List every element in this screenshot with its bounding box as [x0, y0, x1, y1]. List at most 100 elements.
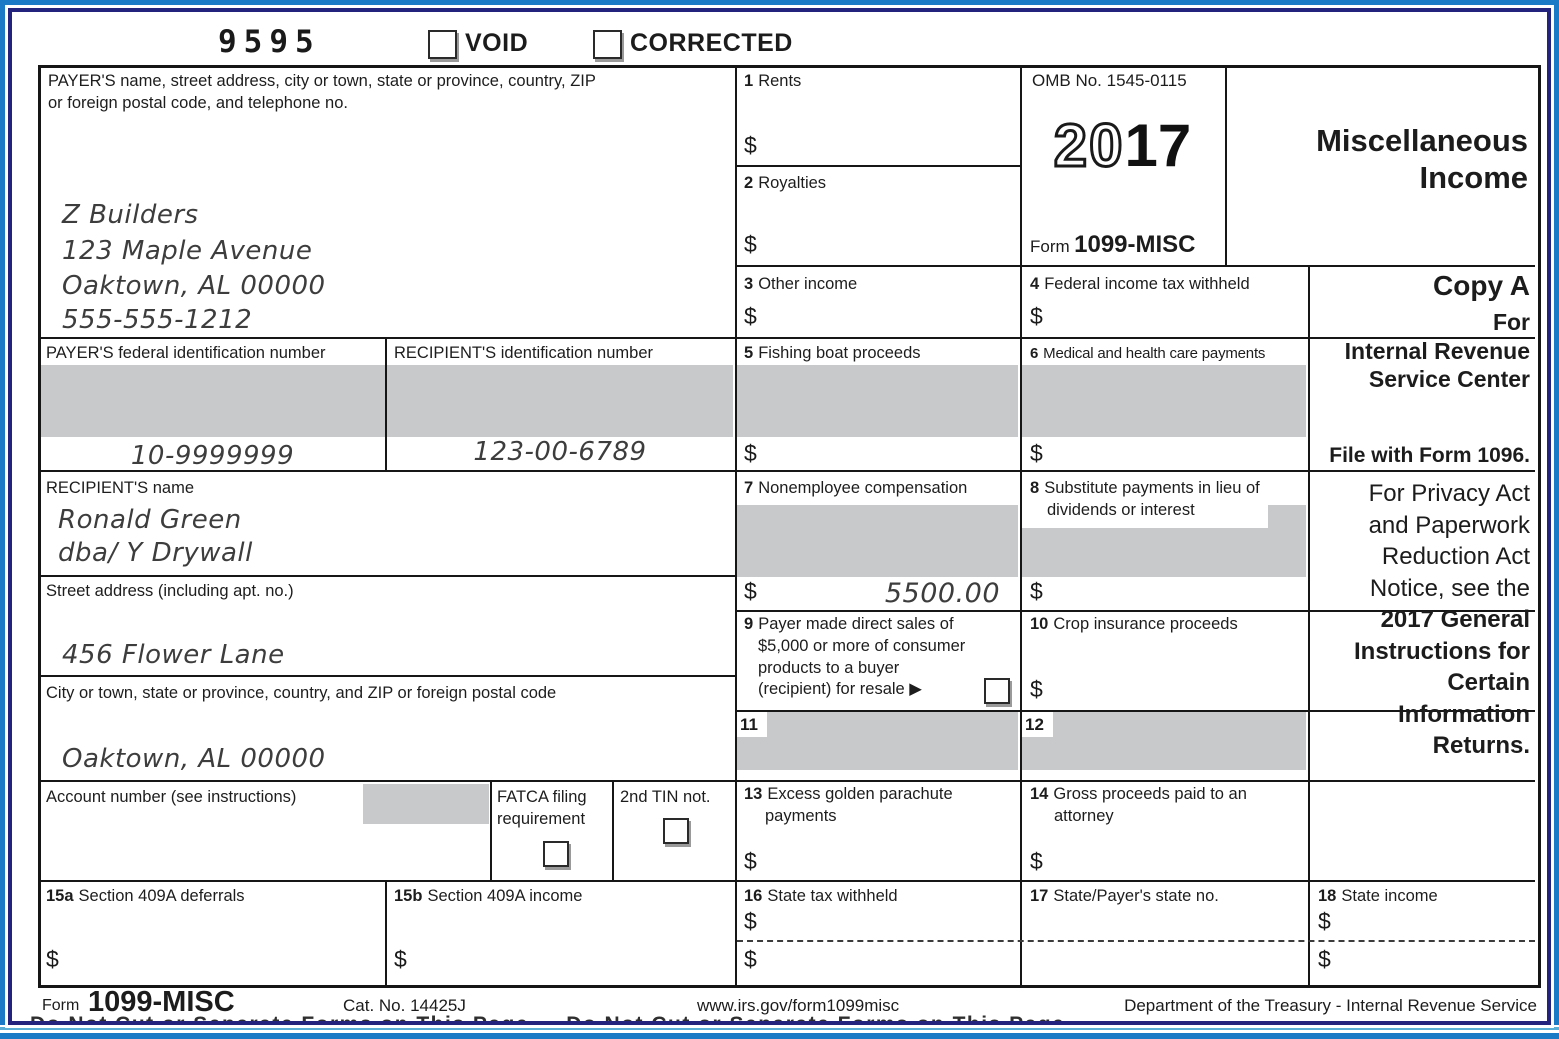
box7-dollar: $ [744, 578, 757, 604]
grid-line [1308, 265, 1310, 985]
form-title-line1: Miscellaneous [1316, 123, 1528, 158]
account-number-label: Account number (see instructions) [46, 788, 297, 806]
box5-text: Fishing boat proceeds [758, 344, 921, 362]
grid-line [735, 610, 1535, 612]
box13-dollar: $ [744, 848, 757, 874]
payer-city-value: Oaktown, AL 00000 [62, 271, 326, 301]
box8-dollar: $ [1030, 578, 1043, 604]
privacy-line: Notice, see the [1369, 574, 1530, 602]
box7-text: Nonemployee compensation [758, 479, 968, 497]
border-stripes [0, 1025, 1559, 1039]
box2-text: Royalties [758, 174, 827, 192]
corrected-label: CORRECTED [630, 29, 793, 57]
grid-line [735, 65, 737, 985]
box10-dollar: $ [1030, 676, 1043, 702]
box9-line3: products to a buyer [758, 658, 900, 677]
second-tin-checkbox[interactable] [663, 818, 689, 844]
grid-line [735, 265, 1535, 267]
box1-number: 1 [744, 72, 754, 90]
box14-dollar: $ [1030, 848, 1043, 874]
box2-dollar: $ [744, 231, 757, 257]
payer-label: PAYER'S name, street address, city or to… [48, 71, 718, 115]
grid-line [38, 575, 737, 577]
shaded-area [363, 784, 489, 824]
form-number-tag: Form 1099-MISC [1030, 231, 1196, 259]
recipient-name-value: Ronald Green [58, 505, 242, 535]
privacy-line-bold: Returns. [1432, 732, 1530, 759]
box15b-number: 15b [394, 887, 423, 905]
payer-name-value: Z Builders [62, 200, 199, 230]
form-border [38, 65, 1541, 988]
box4-text: Federal income tax withheld [1044, 275, 1250, 293]
grid-line [612, 780, 614, 882]
grid-line [1225, 65, 1227, 267]
box8-number: 8 [1030, 479, 1040, 497]
box14-number: 14 [1030, 785, 1049, 803]
box4-number: 4 [1030, 275, 1040, 293]
box15b-label: 15b Section 409A income [394, 886, 582, 908]
box1-text: Rents [758, 72, 802, 90]
box5-number: 5 [744, 344, 754, 362]
box1-dollar: $ [744, 132, 757, 158]
grid-line [385, 880, 387, 985]
cutoff-text-strip: Do Not Cut or Separate Forms on This Pag… [30, 1013, 1532, 1021]
shaded-area [737, 712, 1018, 770]
box17-text: State/Payer's state no. [1053, 887, 1219, 905]
copy-a-irs-line2: Service Center [1368, 366, 1530, 392]
cutoff-text: Do Not Cut or Separate Forms on This Pag… [30, 1013, 1065, 1021]
privacy-line: For Privacy Act [1368, 480, 1530, 507]
payer-label-line1: PAYER'S name, street address, city or to… [48, 72, 596, 90]
void-label: VOID [465, 29, 529, 57]
box9-resale-checkbox[interactable] [984, 678, 1010, 704]
privacy-line-bold: Information [1398, 700, 1530, 728]
fatca-checkbox[interactable] [543, 841, 569, 867]
corrected-checkbox[interactable] [593, 30, 622, 59]
box14-label: 14 Gross proceeds paid to an attorney [1030, 784, 1310, 828]
payer-phone-value: 555-555-1212 [62, 305, 253, 335]
payer-label-line2: or foreign postal code, and telephone no… [48, 93, 348, 112]
box18-label: 18 State income [1318, 886, 1438, 908]
shaded-area [737, 505, 1018, 577]
box18-dollar-bottom: $ [1318, 946, 1331, 972]
grid-line [735, 710, 1535, 712]
box5-dollar: $ [744, 440, 757, 466]
box4-label: 4 Federal income tax withheld [1030, 274, 1250, 296]
box11-number: 11 [737, 712, 767, 737]
tax-year: 2017 [1022, 114, 1223, 177]
fatca-label-line2: requirement [497, 809, 586, 828]
recipient-name-label: RECIPIENT'S name [46, 479, 195, 497]
omb-number: OMB No. 1545-0115 [1032, 71, 1187, 90]
box16-label: 16 State tax withheld [744, 886, 898, 908]
box13-label: 13 Excess golden parachute payments [744, 784, 1014, 828]
void-checkbox[interactable] [428, 30, 457, 59]
recipient-street-label: Street address (including apt. no.) [46, 582, 294, 600]
recipient-street-value: 456 Flower Lane [62, 640, 285, 670]
form-word: Form [1030, 237, 1070, 256]
box17-label: 17 State/Payer's state no. [1030, 886, 1219, 908]
grid-line [38, 780, 1535, 782]
treasury-line: Department of the Treasury - Internal Re… [1124, 996, 1537, 1015]
grid-line [38, 470, 1535, 472]
box7-amount-value: 5500.00 [884, 578, 1000, 609]
box12-number: 12 [1022, 712, 1053, 737]
copy-a-for: For [1492, 309, 1530, 335]
box18-number: 18 [1318, 887, 1337, 905]
shaded-area [1022, 365, 1306, 437]
box3-dollar: $ [744, 303, 757, 329]
box9-number: 9 [744, 615, 754, 633]
box8-text-line1: Substitute payments in lieu of [1044, 479, 1260, 497]
fatca-label: FATCA filing requirement [497, 787, 609, 831]
box9-label: 9 Payer made direct sales of $5,000 or mo… [744, 614, 1014, 701]
footer-form-word: Form [42, 997, 80, 1014]
payer-fed-id-value: 10-9999999 [130, 441, 295, 471]
box15b-text: Section 409A income [427, 887, 583, 905]
grid-line [385, 337, 387, 472]
box16-dollar-bottom: $ [744, 946, 757, 972]
box15a-label: 15a Section 409A deferrals [46, 886, 245, 908]
form-title: Miscellaneous Income [1235, 122, 1528, 196]
box13-number: 13 [744, 785, 763, 803]
dashed-divider [737, 940, 1535, 942]
shaded-area [1268, 505, 1306, 530]
